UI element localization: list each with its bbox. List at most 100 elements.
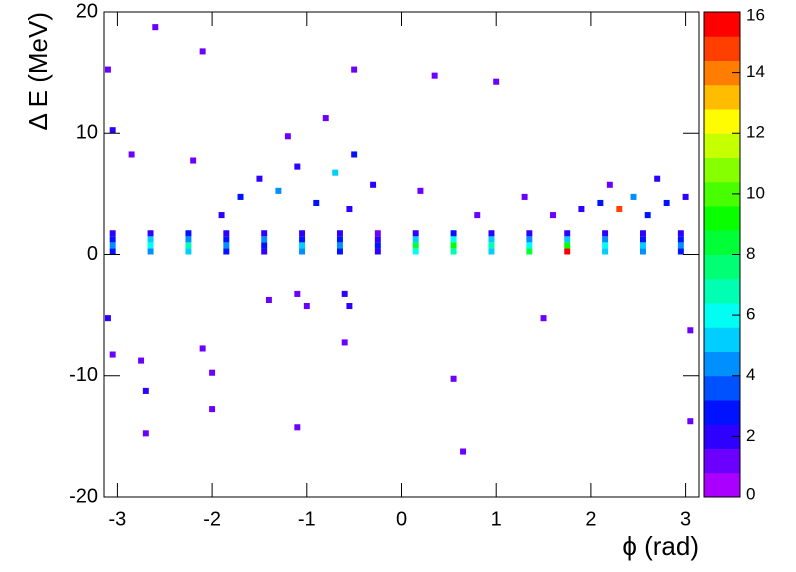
colorbar-band (704, 375, 740, 401)
cell (104, 315, 111, 322)
cell (299, 236, 306, 243)
cell (109, 248, 116, 255)
cell (147, 236, 154, 243)
cell (450, 375, 457, 382)
colorbar-band (704, 278, 740, 304)
cell (142, 387, 149, 394)
colorbar-band (704, 206, 740, 231)
colorbar-band (704, 254, 740, 280)
colorbar-band (704, 472, 740, 498)
cell (185, 242, 192, 249)
cell (341, 339, 348, 346)
cell (687, 327, 694, 334)
y-tick-label: -10 (69, 364, 98, 386)
colorbar-band (704, 351, 740, 377)
cell (199, 345, 206, 352)
y-tick-label: 10 (76, 122, 98, 144)
cell (630, 193, 637, 200)
cell (644, 212, 651, 219)
colorbar-band (704, 157, 740, 183)
cell (526, 230, 533, 237)
colorbar-band (704, 84, 740, 110)
colorbar-tick-label: 6 (746, 305, 755, 324)
cell (564, 248, 571, 255)
cell (346, 303, 353, 310)
colorbar-band (704, 327, 740, 352)
cell (640, 242, 646, 249)
cell (578, 206, 585, 213)
cell (602, 242, 609, 249)
cell (488, 242, 495, 249)
colorbar-band (704, 230, 740, 255)
colorbar-band (704, 133, 740, 158)
cell (237, 193, 244, 200)
cell (606, 181, 613, 188)
cell (677, 236, 684, 243)
cell (147, 248, 154, 255)
cell (488, 230, 495, 237)
cell (218, 212, 225, 219)
cell (336, 242, 343, 249)
y-tick-label: 20 (76, 0, 98, 22)
cell (336, 236, 343, 243)
cell (190, 157, 197, 164)
cell (332, 169, 339, 176)
cell (431, 72, 438, 79)
cell (303, 303, 310, 310)
cell (299, 242, 306, 249)
cell (616, 206, 623, 213)
colorbar-band (704, 12, 740, 37)
cell (351, 66, 358, 73)
cell (564, 230, 571, 237)
cell (540, 315, 547, 322)
cell (663, 199, 670, 206)
y-tick-label: -20 (69, 485, 98, 507)
cell (417, 187, 424, 194)
cell (597, 199, 604, 206)
cell (412, 248, 419, 255)
cell (412, 236, 419, 243)
cell (261, 248, 268, 255)
colorbar-tick-label: 12 (746, 123, 765, 142)
cell (521, 193, 528, 200)
cell (284, 133, 291, 140)
cell (275, 187, 282, 194)
cell (336, 248, 343, 255)
cell (370, 181, 377, 188)
colorbar-tick-label: 2 (746, 426, 755, 445)
cell (152, 24, 159, 31)
cell (261, 236, 268, 243)
cell (185, 248, 192, 255)
cell (142, 430, 149, 437)
cell (450, 242, 457, 249)
cell (450, 230, 457, 237)
cell (223, 242, 230, 249)
cell (374, 236, 381, 243)
cell (185, 236, 192, 243)
x-tick-label: 1 (491, 508, 502, 530)
colorbar-tick-label: 0 (746, 484, 755, 503)
cell (564, 242, 571, 249)
cell (265, 296, 272, 303)
cell (412, 230, 419, 237)
cell (223, 230, 230, 237)
cell (128, 151, 135, 158)
cell (109, 351, 116, 358)
cell (526, 248, 533, 255)
cell (147, 242, 154, 249)
cell (640, 230, 646, 237)
cell (351, 151, 358, 158)
cell (346, 206, 353, 213)
x-tick-label: 2 (585, 508, 596, 530)
cell (526, 242, 533, 249)
cell (294, 424, 301, 431)
cell (564, 236, 571, 243)
cell (677, 242, 684, 249)
cell (299, 230, 306, 237)
cell (526, 236, 533, 243)
cell (104, 66, 111, 73)
y-tick-label: 0 (87, 243, 98, 265)
cell (374, 230, 381, 237)
